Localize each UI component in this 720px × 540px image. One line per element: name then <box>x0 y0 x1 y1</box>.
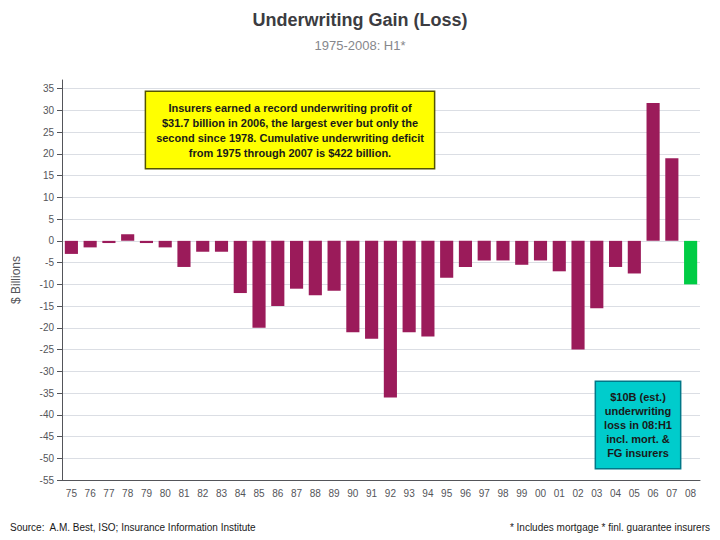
svg-text:84: 84 <box>235 488 247 499</box>
svg-text:04: 04 <box>610 488 622 499</box>
svg-text:-15: -15 <box>40 301 55 312</box>
svg-text:76: 76 <box>85 488 97 499</box>
svg-text:loss in 08:H1: loss in 08:H1 <box>604 419 672 431</box>
svg-text:Source: A.M. Best, ISO; Insur: Source: A.M. Best, ISO; Insurance Inform… <box>10 522 256 533</box>
svg-text:$10B (est.): $10B (est.) <box>610 391 666 403</box>
svg-text:89: 89 <box>329 488 341 499</box>
svg-text:second since 1978. Cumulative: second since 1978. Cumulative underwriti… <box>156 132 424 144</box>
svg-text:75: 75 <box>66 488 78 499</box>
svg-text:-40: -40 <box>40 409 55 420</box>
svg-text:05: 05 <box>629 488 641 499</box>
svg-text:-50: -50 <box>40 453 55 464</box>
svg-text:93: 93 <box>404 488 416 499</box>
svg-text:78: 78 <box>122 488 134 499</box>
svg-text:$ Billions: $ Billions <box>9 256 23 304</box>
svg-text:-30: -30 <box>40 366 55 377</box>
svg-text:underwriting: underwriting <box>605 405 672 417</box>
svg-text:20: 20 <box>43 148 55 159</box>
svg-text:81: 81 <box>178 488 190 499</box>
svg-text:Underwriting Gain (Loss): Underwriting Gain (Loss) <box>252 10 467 30</box>
svg-text:15: 15 <box>43 170 55 181</box>
svg-text:83: 83 <box>216 488 228 499</box>
svg-text:07: 07 <box>666 488 678 499</box>
svg-text:91: 91 <box>366 488 378 499</box>
svg-text:10: 10 <box>43 192 55 203</box>
svg-text:85: 85 <box>253 488 265 499</box>
svg-text:-20: -20 <box>40 322 55 333</box>
svg-text:-35: -35 <box>40 388 55 399</box>
svg-text:90: 90 <box>347 488 359 499</box>
svg-text:86: 86 <box>272 488 284 499</box>
svg-text:-55: -55 <box>40 475 55 486</box>
svg-text:25: 25 <box>43 127 55 138</box>
svg-text:00: 00 <box>535 488 547 499</box>
svg-text:1975-2008: H1*: 1975-2008: H1* <box>314 38 405 53</box>
svg-text:5: 5 <box>48 214 54 225</box>
svg-text:-5: -5 <box>45 257 54 268</box>
svg-text:08: 08 <box>685 488 697 499</box>
svg-text:01: 01 <box>554 488 566 499</box>
svg-text:-25: -25 <box>40 344 55 355</box>
svg-text:Insurers earned a record under: Insurers earned a record underwriting pr… <box>168 102 412 114</box>
svg-text:incl. mort. &: incl. mort. & <box>606 433 670 445</box>
svg-text:* Includes mortgage * finl. gu: * Includes mortgage * finl. guarantee in… <box>510 522 710 533</box>
svg-text:FG insurers: FG insurers <box>607 447 669 459</box>
svg-text:79: 79 <box>141 488 153 499</box>
svg-text:from 1975 through 2007 is $422: from 1975 through 2007 is $422 billion. <box>189 147 391 159</box>
svg-text:30: 30 <box>43 105 55 116</box>
svg-text:92: 92 <box>385 488 397 499</box>
svg-text:88: 88 <box>310 488 322 499</box>
svg-text:$31.7 billion in 2006, the lar: $31.7 billion in 2006, the largest ever … <box>162 117 418 129</box>
svg-text:87: 87 <box>291 488 303 499</box>
svg-text:77: 77 <box>103 488 115 499</box>
svg-text:-10: -10 <box>40 279 55 290</box>
svg-text:35: 35 <box>43 83 55 94</box>
svg-text:99: 99 <box>516 488 528 499</box>
svg-text:80: 80 <box>160 488 172 499</box>
svg-text:95: 95 <box>441 488 453 499</box>
svg-text:97: 97 <box>479 488 491 499</box>
svg-text:82: 82 <box>197 488 209 499</box>
svg-text:03: 03 <box>591 488 603 499</box>
svg-text:06: 06 <box>648 488 660 499</box>
svg-text:98: 98 <box>497 488 509 499</box>
svg-text:94: 94 <box>422 488 434 499</box>
svg-text:96: 96 <box>460 488 472 499</box>
svg-text:0: 0 <box>48 235 54 246</box>
svg-text:-45: -45 <box>40 431 55 442</box>
svg-text:02: 02 <box>572 488 584 499</box>
